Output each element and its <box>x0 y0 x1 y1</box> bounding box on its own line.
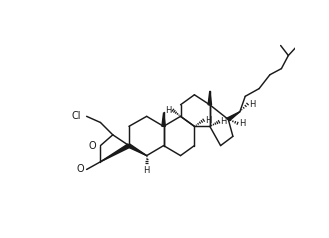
Text: H: H <box>220 117 227 126</box>
Text: H: H <box>239 119 245 128</box>
Text: O: O <box>77 164 84 174</box>
Polygon shape <box>100 144 130 162</box>
Text: O: O <box>89 141 97 151</box>
Polygon shape <box>227 112 240 121</box>
Polygon shape <box>162 113 165 126</box>
Text: Cl: Cl <box>71 111 81 121</box>
Text: H: H <box>165 106 171 115</box>
Text: H: H <box>143 166 150 175</box>
Polygon shape <box>128 144 147 156</box>
Text: H: H <box>205 116 212 125</box>
Text: H: H <box>249 99 255 109</box>
Polygon shape <box>208 91 212 105</box>
